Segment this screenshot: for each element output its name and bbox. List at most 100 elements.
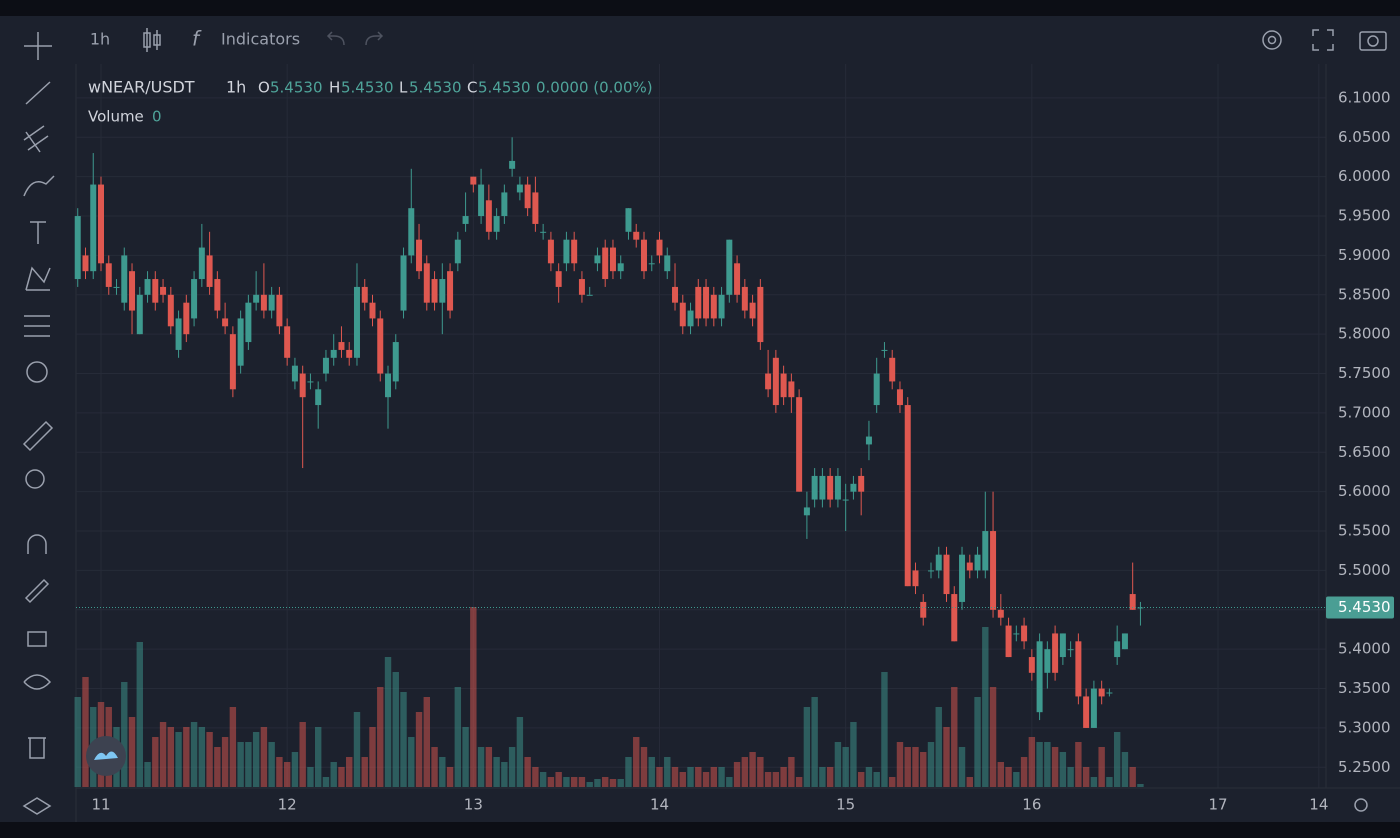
candle-body bbox=[609, 247, 616, 272]
settings-icon[interactable] bbox=[1262, 30, 1282, 50]
volume-bar bbox=[330, 762, 337, 787]
candle-body bbox=[1067, 649, 1074, 651]
trend-line-tool[interactable] bbox=[25, 81, 51, 105]
candle-body bbox=[850, 483, 857, 492]
candle-body bbox=[516, 184, 523, 193]
candle-body bbox=[253, 294, 260, 303]
candle-body bbox=[749, 302, 756, 319]
candle-type-icon[interactable] bbox=[143, 28, 161, 52]
change-value: 0.0000 (0.00%) bbox=[536, 79, 653, 97]
redo-icon[interactable] bbox=[365, 31, 384, 46]
y-tick-label: 5.2500 bbox=[1338, 758, 1391, 776]
volume-bar bbox=[237, 742, 244, 787]
candle-body bbox=[780, 373, 787, 398]
emoji-tool[interactable] bbox=[26, 361, 48, 383]
candle-body bbox=[578, 279, 585, 295]
volume-bar bbox=[873, 772, 880, 787]
volume-bar bbox=[997, 762, 1005, 787]
candle-body bbox=[206, 255, 213, 287]
candle-body bbox=[617, 263, 624, 272]
volume-bar bbox=[346, 757, 353, 787]
delete-tool[interactable] bbox=[28, 737, 46, 759]
volume-bar bbox=[508, 747, 516, 787]
visibility-tool[interactable] bbox=[23, 674, 52, 690]
candle-body bbox=[679, 302, 686, 327]
candle-body bbox=[974, 554, 981, 571]
candle-body bbox=[423, 263, 430, 303]
prediction-tool[interactable] bbox=[24, 315, 50, 337]
volume-bar bbox=[532, 767, 539, 787]
volume-bar bbox=[648, 757, 655, 787]
camera-icon[interactable] bbox=[1359, 31, 1387, 51]
candle-body bbox=[1052, 633, 1059, 673]
volume-bar bbox=[803, 707, 811, 787]
volume-bar bbox=[190, 722, 198, 787]
volume-bar bbox=[423, 697, 430, 787]
candle-body bbox=[431, 279, 438, 303]
x-tick-label: 12 bbox=[278, 796, 297, 814]
volume-bar bbox=[935, 707, 942, 787]
candle-body bbox=[904, 405, 911, 587]
candle-body bbox=[1098, 688, 1105, 697]
volume-bar bbox=[369, 727, 376, 787]
candle-body bbox=[827, 475, 834, 500]
volume-bar bbox=[221, 737, 229, 787]
chart-pane bbox=[74, 64, 1326, 788]
candle-body bbox=[540, 231, 547, 233]
volume-bar bbox=[656, 767, 663, 787]
candle-body bbox=[842, 499, 849, 501]
y-tick-label: 5.5500 bbox=[1338, 522, 1391, 540]
candle-body bbox=[796, 397, 803, 492]
volume-bar bbox=[757, 757, 764, 787]
candle-body bbox=[1044, 649, 1051, 673]
candle-body bbox=[1114, 641, 1121, 658]
volume-bar bbox=[183, 727, 190, 787]
candle-body bbox=[1075, 641, 1082, 697]
volume-bar bbox=[772, 772, 780, 787]
crosshair-icon[interactable] bbox=[24, 32, 52, 60]
fx-icon[interactable]: f bbox=[192, 27, 202, 51]
volume-bar bbox=[1036, 742, 1043, 787]
candle-body bbox=[547, 239, 554, 264]
candle-body bbox=[990, 531, 997, 610]
candle-body bbox=[594, 255, 601, 264]
interval-button[interactable]: 1h bbox=[90, 30, 110, 49]
pattern-tool[interactable] bbox=[25, 266, 51, 291]
candle-body bbox=[1090, 688, 1097, 728]
volume-bar bbox=[144, 762, 151, 787]
volume-bar bbox=[733, 762, 741, 787]
volume-bar bbox=[291, 752, 299, 787]
volume-bar bbox=[547, 777, 555, 787]
ruler-tool[interactable] bbox=[22, 420, 54, 452]
fib-tool[interactable] bbox=[23, 125, 49, 153]
lock-tool[interactable] bbox=[27, 631, 47, 647]
candle-body bbox=[291, 365, 298, 382]
brush-tool[interactable] bbox=[23, 175, 55, 197]
x-tick-label: 16 bbox=[1022, 796, 1041, 814]
volume-bar bbox=[485, 747, 493, 787]
lock-drawing-tool[interactable] bbox=[24, 578, 50, 604]
fullscreen-icon[interactable] bbox=[1312, 29, 1334, 51]
volume-bar bbox=[314, 727, 322, 787]
volume-bar bbox=[958, 747, 966, 787]
volume-bar bbox=[1129, 767, 1136, 787]
volume-bar bbox=[338, 767, 345, 787]
zoom-tool[interactable] bbox=[25, 469, 45, 489]
candle-body bbox=[524, 184, 531, 209]
volume-bar bbox=[974, 697, 981, 787]
volume-bar bbox=[1044, 742, 1051, 787]
object-tree-tool[interactable] bbox=[22, 797, 52, 815]
volume-bar bbox=[392, 672, 399, 787]
magnet-tool[interactable] bbox=[27, 534, 47, 554]
candle-body bbox=[485, 200, 492, 232]
text-tool[interactable] bbox=[30, 221, 46, 244]
volume-bar bbox=[260, 727, 268, 787]
undo-icon[interactable] bbox=[326, 31, 345, 46]
indicators-button[interactable]: Indicators bbox=[221, 30, 300, 49]
candle-body bbox=[361, 286, 368, 303]
volume-bar bbox=[842, 747, 849, 787]
candle-body bbox=[555, 271, 562, 287]
time-settings-icon[interactable] bbox=[1354, 798, 1368, 812]
